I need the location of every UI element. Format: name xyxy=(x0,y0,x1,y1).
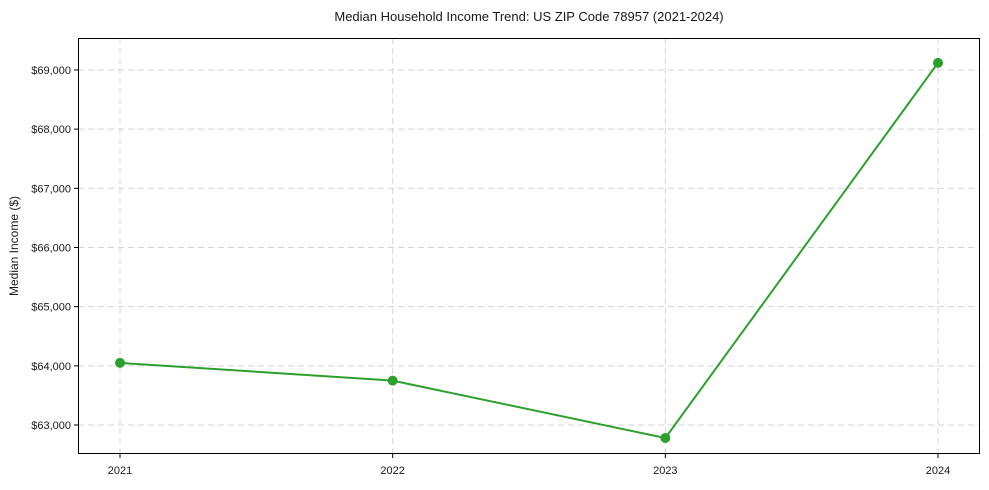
y-tick-label: $68,000 xyxy=(31,124,71,136)
x-tick-label: 2023 xyxy=(653,465,677,477)
x-tick-label: 2021 xyxy=(108,465,132,477)
y-tick-label: $66,000 xyxy=(31,242,71,254)
x-tick-label: 2022 xyxy=(380,465,404,477)
data-point-2022 xyxy=(387,375,398,386)
data-point-2023 xyxy=(660,433,671,444)
chart-title: Median Household Income Trend: US ZIP Co… xyxy=(334,9,724,24)
plot-border xyxy=(78,38,980,454)
y-tick-label: $64,000 xyxy=(31,361,71,373)
data-point-2021 xyxy=(115,357,125,368)
x-tick-label: 2024 xyxy=(926,465,950,477)
y-tick-label: $69,000 xyxy=(31,65,71,77)
y-tick-label: $65,000 xyxy=(31,302,71,314)
trend-line xyxy=(119,62,939,440)
data-point-2024 xyxy=(933,57,943,68)
y-tick-label: $63,000 xyxy=(31,420,71,432)
y-tick-label: $67,000 xyxy=(31,183,71,195)
